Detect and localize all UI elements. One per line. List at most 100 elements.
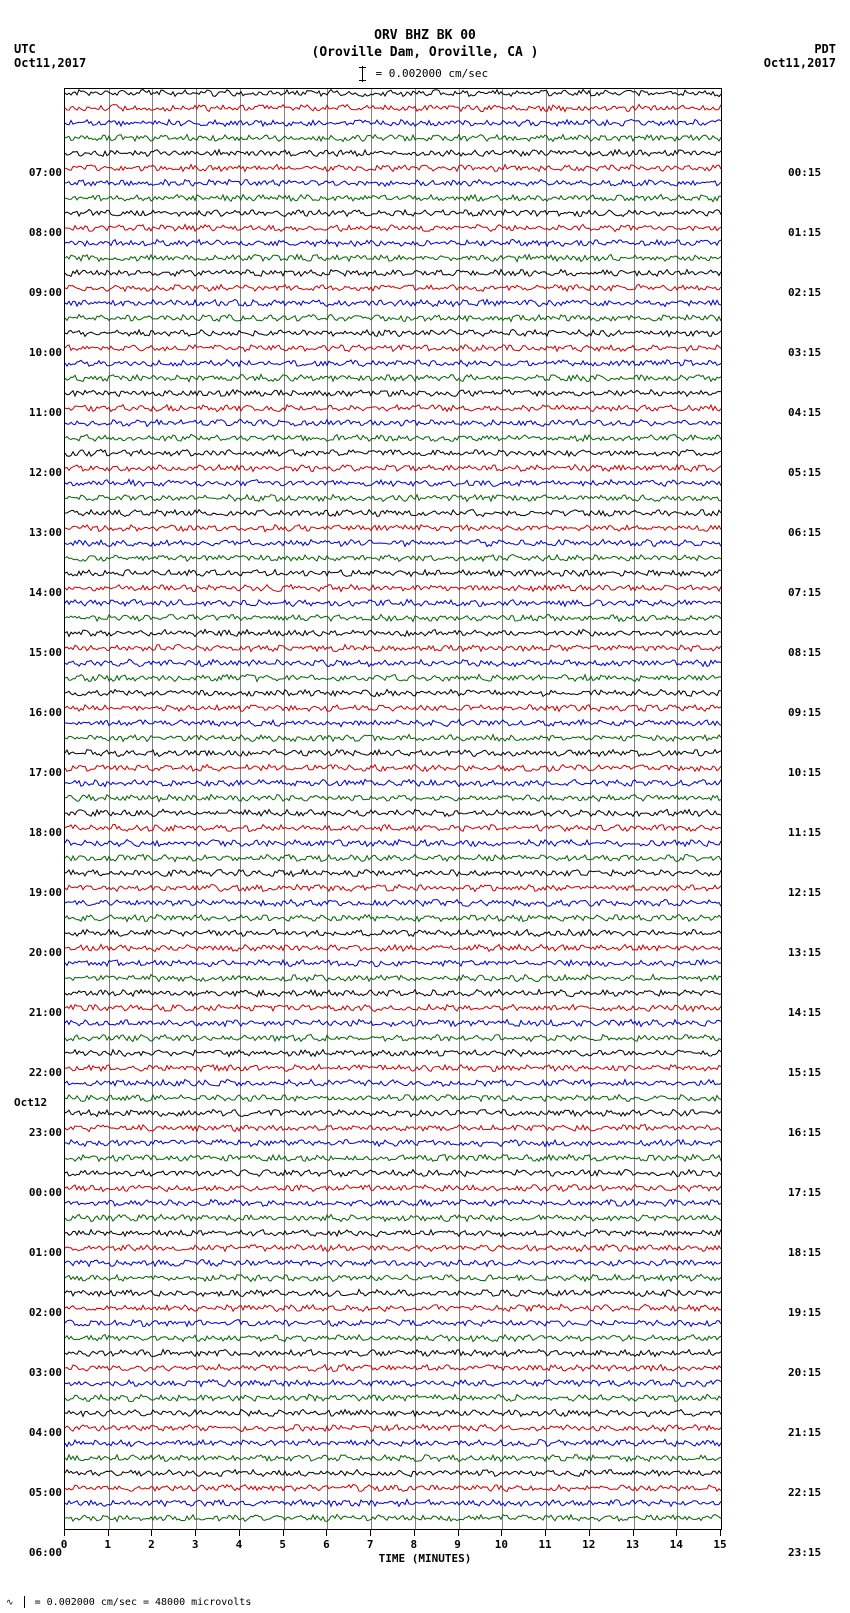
seismic-trace <box>65 1092 721 1104</box>
utc-hour-label: 16:00 <box>29 706 62 719</box>
seismic-trace <box>65 1317 721 1329</box>
seismic-trace <box>65 1422 721 1434</box>
seismic-trace <box>65 447 721 459</box>
x-tick-label: 15 <box>713 1538 726 1551</box>
chart-header: ORV BHZ BK 00 (Oroville Dam, Oroville, C… <box>0 0 850 82</box>
seismic-trace <box>65 1212 721 1224</box>
utc-hour-label: 05:00 <box>29 1486 62 1499</box>
seismic-trace <box>65 837 721 849</box>
pdt-hour-label: 02:15 <box>788 286 821 299</box>
seismic-trace <box>65 882 721 894</box>
seismic-trace <box>65 672 721 684</box>
seismic-trace <box>65 1077 721 1089</box>
utc-hour-label: 03:00 <box>29 1366 62 1379</box>
seismic-trace <box>65 237 721 249</box>
seismic-trace <box>65 1197 721 1209</box>
seismic-trace <box>65 1287 721 1299</box>
seismic-trace <box>65 327 721 339</box>
seismic-trace <box>65 627 721 639</box>
seismic-trace <box>65 252 721 264</box>
pdt-hour-label: 03:15 <box>788 346 821 359</box>
x-tick-label: 9 <box>454 1538 461 1551</box>
pdt-hour-label: 12:15 <box>788 886 821 899</box>
seismic-trace <box>65 402 721 414</box>
seismic-trace <box>65 1017 721 1029</box>
footer-scale: ∿ = 0.002000 cm/sec = 48000 microvolts <box>6 1596 251 1608</box>
location-line: (Oroville Dam, Oroville, CA ) <box>0 45 850 62</box>
seismic-trace <box>65 762 721 774</box>
seismic-trace <box>65 1182 721 1194</box>
seismic-trace <box>65 912 721 924</box>
footer-scale-bar-icon <box>24 1596 25 1608</box>
pdt-hour-label: 09:15 <box>788 706 821 719</box>
utc-hour-label: 18:00 <box>29 826 62 839</box>
pdt-hour-label: 15:15 <box>788 1066 821 1079</box>
seismic-trace <box>65 1257 721 1269</box>
seismic-trace <box>65 192 721 204</box>
seismic-trace <box>65 297 721 309</box>
x-tick-label: 3 <box>192 1538 199 1551</box>
seismic-trace <box>65 357 721 369</box>
seismic-trace <box>65 312 721 324</box>
seismic-trace <box>65 687 721 699</box>
pdt-hour-label: 00:15 <box>788 166 821 179</box>
utc-hour-label: 08:00 <box>29 226 62 239</box>
utc-hour-label: 01:00 <box>29 1246 62 1259</box>
seismic-trace <box>65 177 721 189</box>
date-right-label: Oct11,2017 <box>764 56 836 70</box>
seismic-trace <box>65 1512 721 1524</box>
seismic-trace <box>65 522 721 534</box>
tz-right-label: PDT <box>814 42 836 56</box>
x-tick-label: 10 <box>495 1538 508 1551</box>
seismic-trace <box>65 1467 721 1479</box>
utc-hour-label: 19:00 <box>29 886 62 899</box>
seismic-trace <box>65 777 721 789</box>
seismic-trace <box>65 162 721 174</box>
seismic-trace <box>65 102 721 114</box>
seismic-trace <box>65 1152 721 1164</box>
seismic-trace <box>65 207 721 219</box>
utc-hour-label: 07:00 <box>29 166 62 179</box>
seismic-trace <box>65 972 721 984</box>
seismic-trace <box>65 1122 721 1134</box>
utc-hour-label: 17:00 <box>29 766 62 779</box>
x-tick-label: 2 <box>148 1538 155 1551</box>
pdt-hour-label: 10:15 <box>788 766 821 779</box>
seismic-trace <box>65 1302 721 1314</box>
seismic-trace <box>65 567 721 579</box>
utc-hour-label: 02:00 <box>29 1306 62 1319</box>
seismic-trace <box>65 1377 721 1389</box>
seismic-trace <box>65 222 721 234</box>
utc-hour-label: 23:00 <box>29 1126 62 1139</box>
scale-text: = 0.002000 cm/sec <box>376 67 489 80</box>
date-left-label: Oct11,2017 <box>14 56 86 70</box>
seismic-trace <box>65 1137 721 1149</box>
utc-hour-label: 00:00 <box>29 1186 62 1199</box>
pdt-hour-label: 21:15 <box>788 1426 821 1439</box>
seismic-trace <box>65 1032 721 1044</box>
tz-left-label: UTC <box>14 42 36 56</box>
pdt-hour-label: 20:15 <box>788 1366 821 1379</box>
seismic-trace <box>65 1452 721 1464</box>
scale-label: = 0.002000 cm/sec <box>0 66 850 82</box>
utc-hour-label: 21:00 <box>29 1006 62 1019</box>
seismic-trace <box>65 1227 721 1239</box>
seismic-trace <box>65 147 721 159</box>
x-tick-label: 4 <box>236 1538 243 1551</box>
pdt-hour-label: 14:15 <box>788 1006 821 1019</box>
x-tick-label: 11 <box>538 1538 551 1551</box>
seismic-trace <box>65 792 721 804</box>
seismic-trace <box>65 702 721 714</box>
seismic-trace <box>65 282 721 294</box>
pdt-hour-label: 01:15 <box>788 226 821 239</box>
pdt-hour-label: 18:15 <box>788 1246 821 1259</box>
seismic-trace <box>65 1497 721 1509</box>
pdt-hour-label: 11:15 <box>788 826 821 839</box>
x-tick-label: 14 <box>670 1538 683 1551</box>
seismic-trace <box>65 1002 721 1014</box>
utc-hour-label: 10:00 <box>29 346 62 359</box>
seismic-trace <box>65 552 721 564</box>
seismic-trace <box>65 942 721 954</box>
seismic-trace <box>65 1347 721 1359</box>
pdt-hour-label: 16:15 <box>788 1126 821 1139</box>
